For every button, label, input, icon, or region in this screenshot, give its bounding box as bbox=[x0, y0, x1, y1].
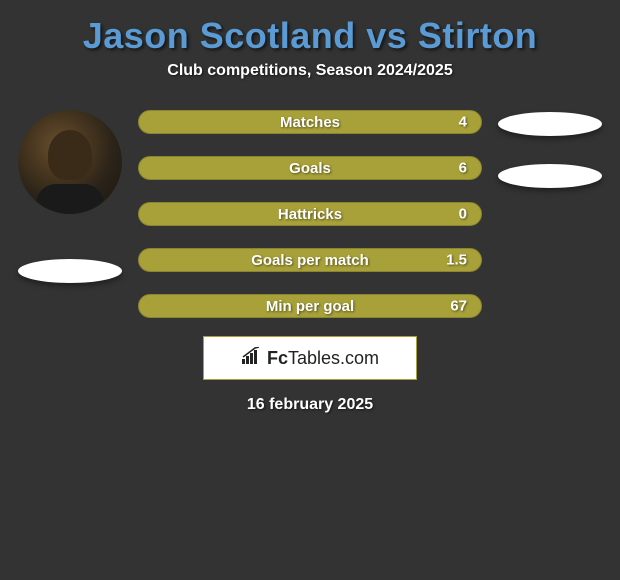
attribution-text: FcTables.com bbox=[267, 348, 379, 369]
subtitle: Club competitions, Season 2024/2025 bbox=[0, 62, 620, 110]
stat-label: Matches bbox=[280, 114, 340, 131]
player-shadow-right-1 bbox=[498, 112, 602, 136]
stat-label: Goals bbox=[289, 160, 331, 177]
attribution-brand-bold: Fc bbox=[267, 348, 288, 368]
player-left-column bbox=[10, 110, 130, 283]
date-text: 16 february 2025 bbox=[0, 396, 620, 414]
stat-value: 6 bbox=[459, 160, 467, 177]
player-shadow-right-2 bbox=[498, 164, 602, 188]
stat-value: 67 bbox=[450, 298, 467, 315]
stat-bar-goals: Goals 6 bbox=[138, 156, 482, 180]
attribution-brand-rest: Tables.com bbox=[288, 348, 379, 368]
infographic-container: Jason Scotland vs Stirton Club competiti… bbox=[0, 0, 620, 414]
stat-label: Hattricks bbox=[278, 206, 342, 223]
stat-value: 1.5 bbox=[446, 252, 467, 269]
stat-value: 4 bbox=[459, 114, 467, 131]
stats-column: Matches 4 Goals 6 Hattricks 0 Goals per … bbox=[130, 110, 490, 318]
page-title: Jason Scotland vs Stirton bbox=[0, 0, 620, 62]
stat-bar-min-per-goal: Min per goal 67 bbox=[138, 294, 482, 318]
player-shadow-left bbox=[18, 259, 122, 283]
stat-value: 0 bbox=[459, 206, 467, 223]
content-row: Matches 4 Goals 6 Hattricks 0 Goals per … bbox=[0, 110, 620, 318]
chart-icon bbox=[241, 347, 263, 369]
attribution-badge: FcTables.com bbox=[203, 336, 417, 380]
stat-label: Min per goal bbox=[266, 298, 354, 315]
player-right-column bbox=[490, 110, 610, 188]
stat-bar-matches: Matches 4 bbox=[138, 110, 482, 134]
stat-bar-hattricks: Hattricks 0 bbox=[138, 202, 482, 226]
stat-bar-goals-per-match: Goals per match 1.5 bbox=[138, 248, 482, 272]
stat-label: Goals per match bbox=[251, 252, 369, 269]
avatar bbox=[18, 110, 122, 214]
